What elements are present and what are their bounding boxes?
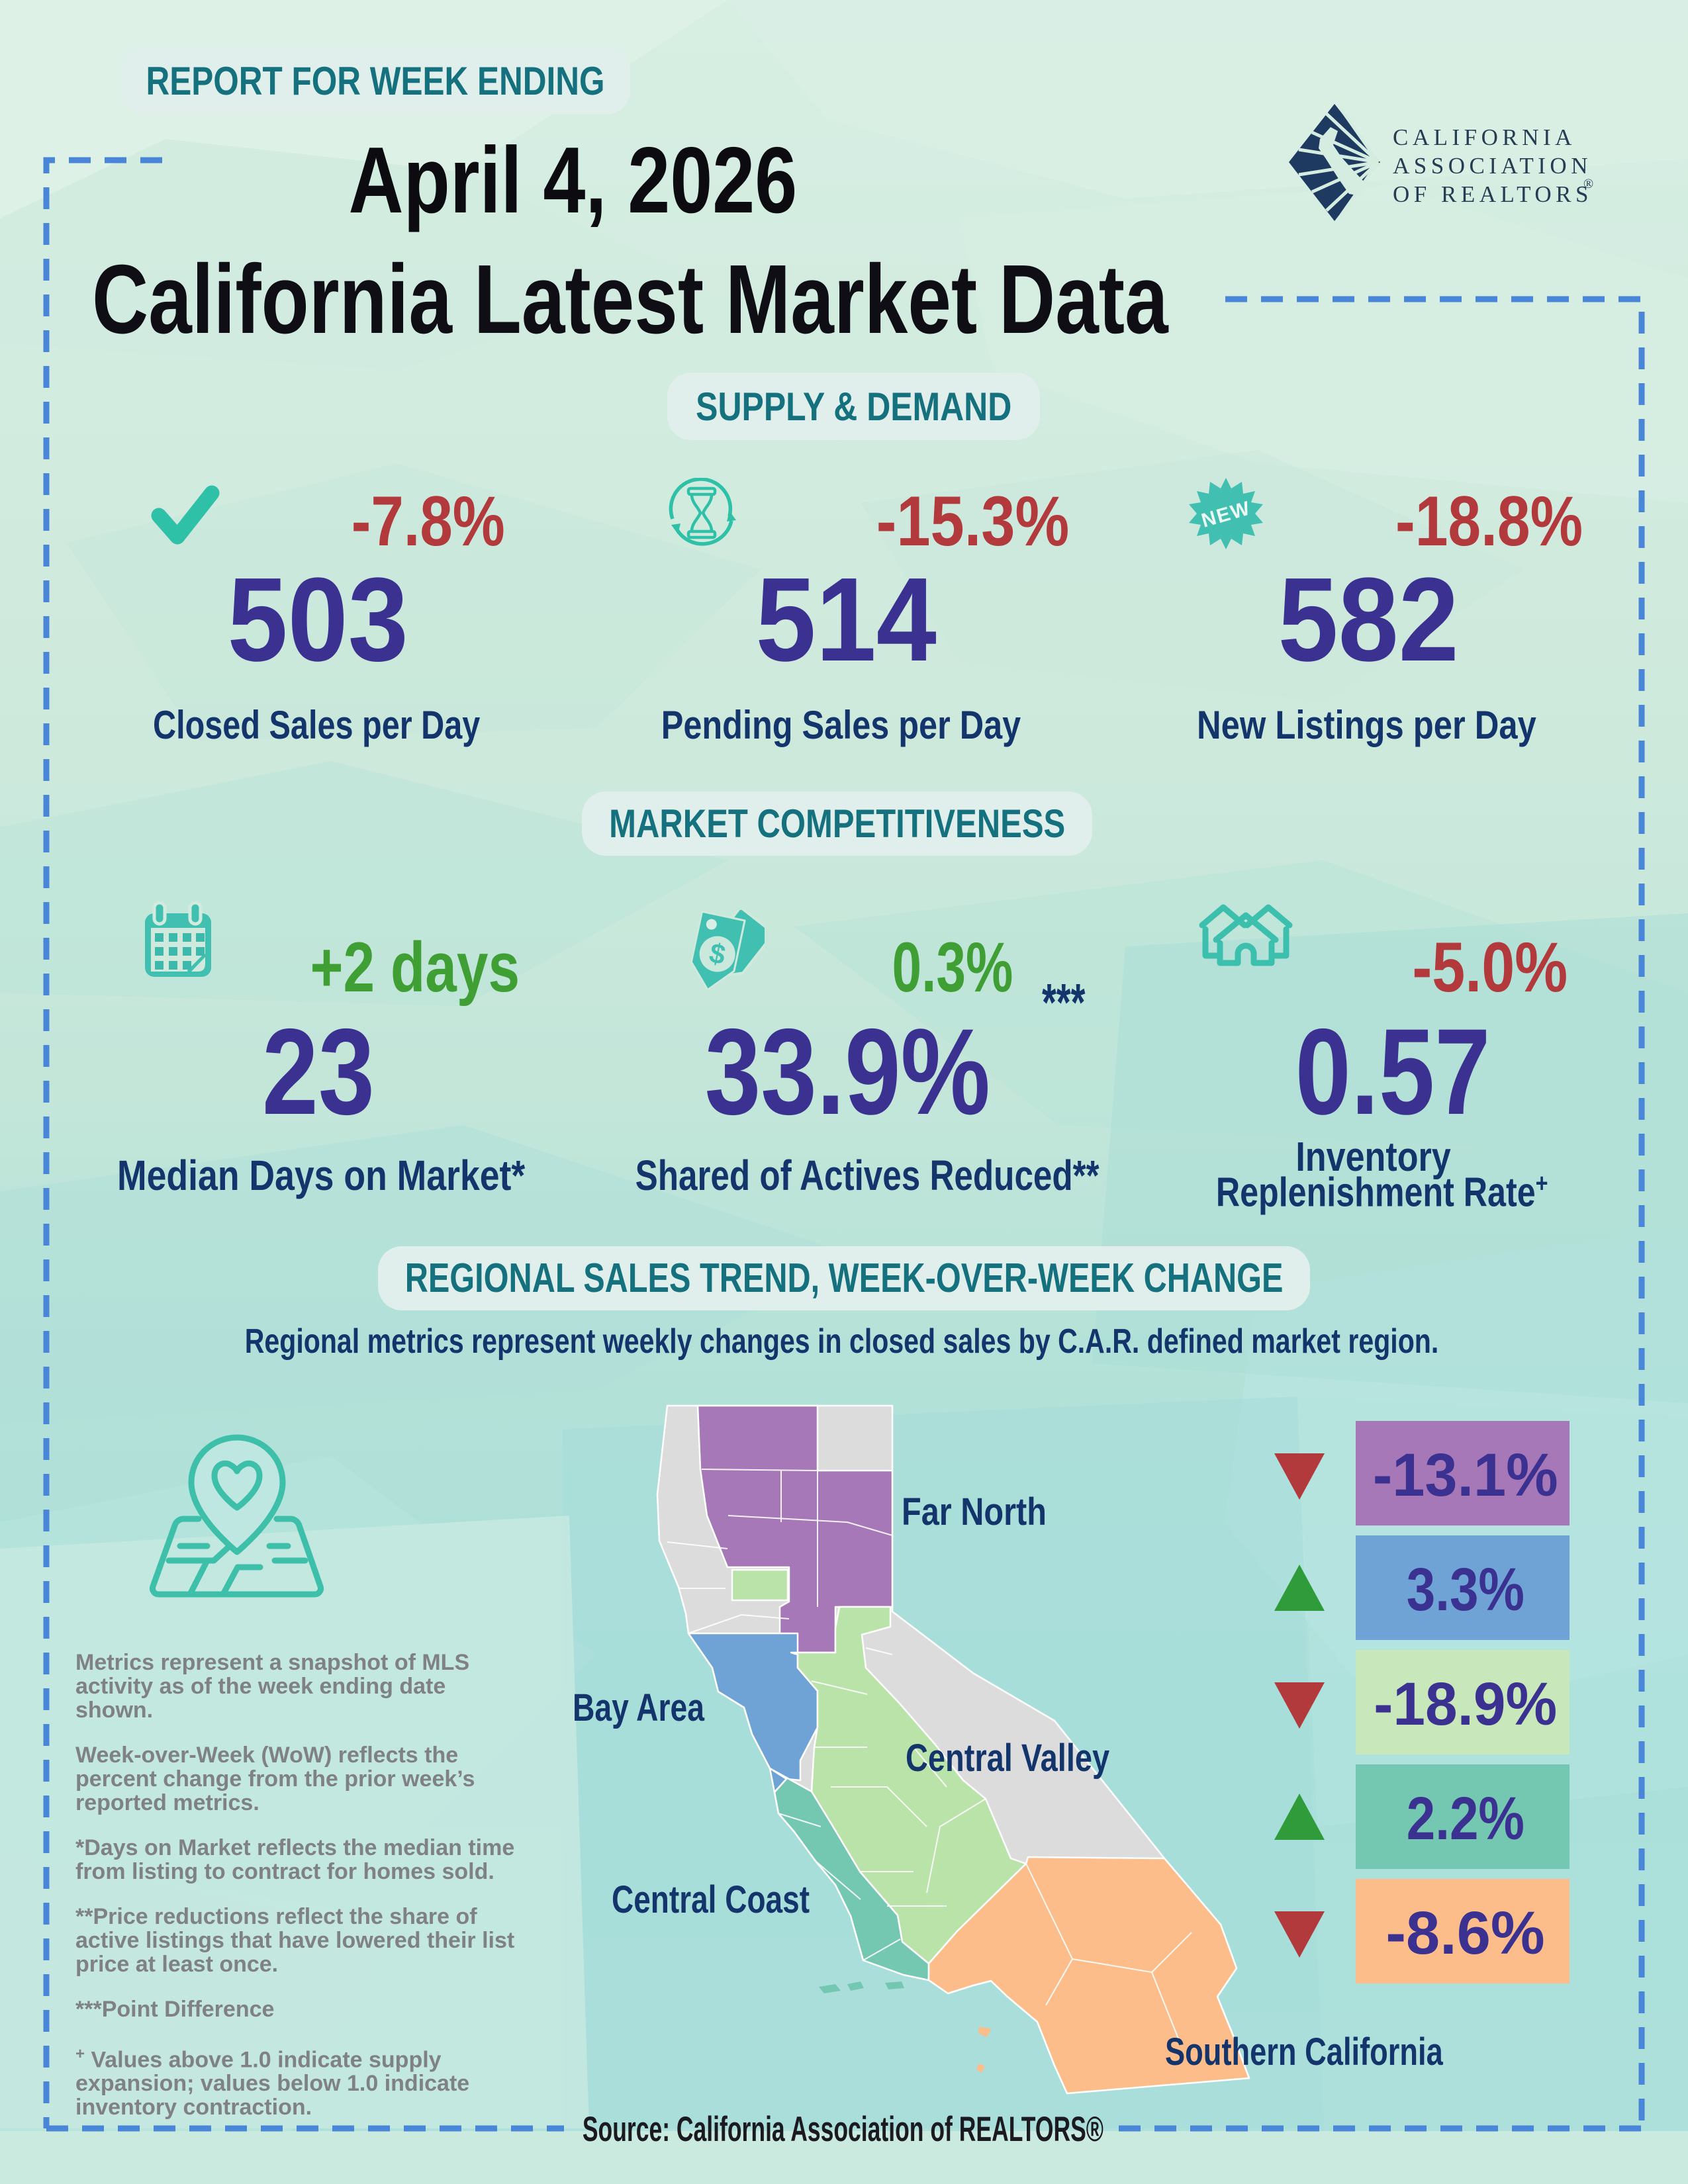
svg-text:OF REALTORS: OF REALTORS xyxy=(1393,181,1593,207)
svg-text:ASSOCIATION: ASSOCIATION xyxy=(1393,153,1592,179)
svg-text:CALIFORNIA: CALIFORNIA xyxy=(1393,124,1576,150)
svg-text:®: ® xyxy=(1583,177,1593,191)
